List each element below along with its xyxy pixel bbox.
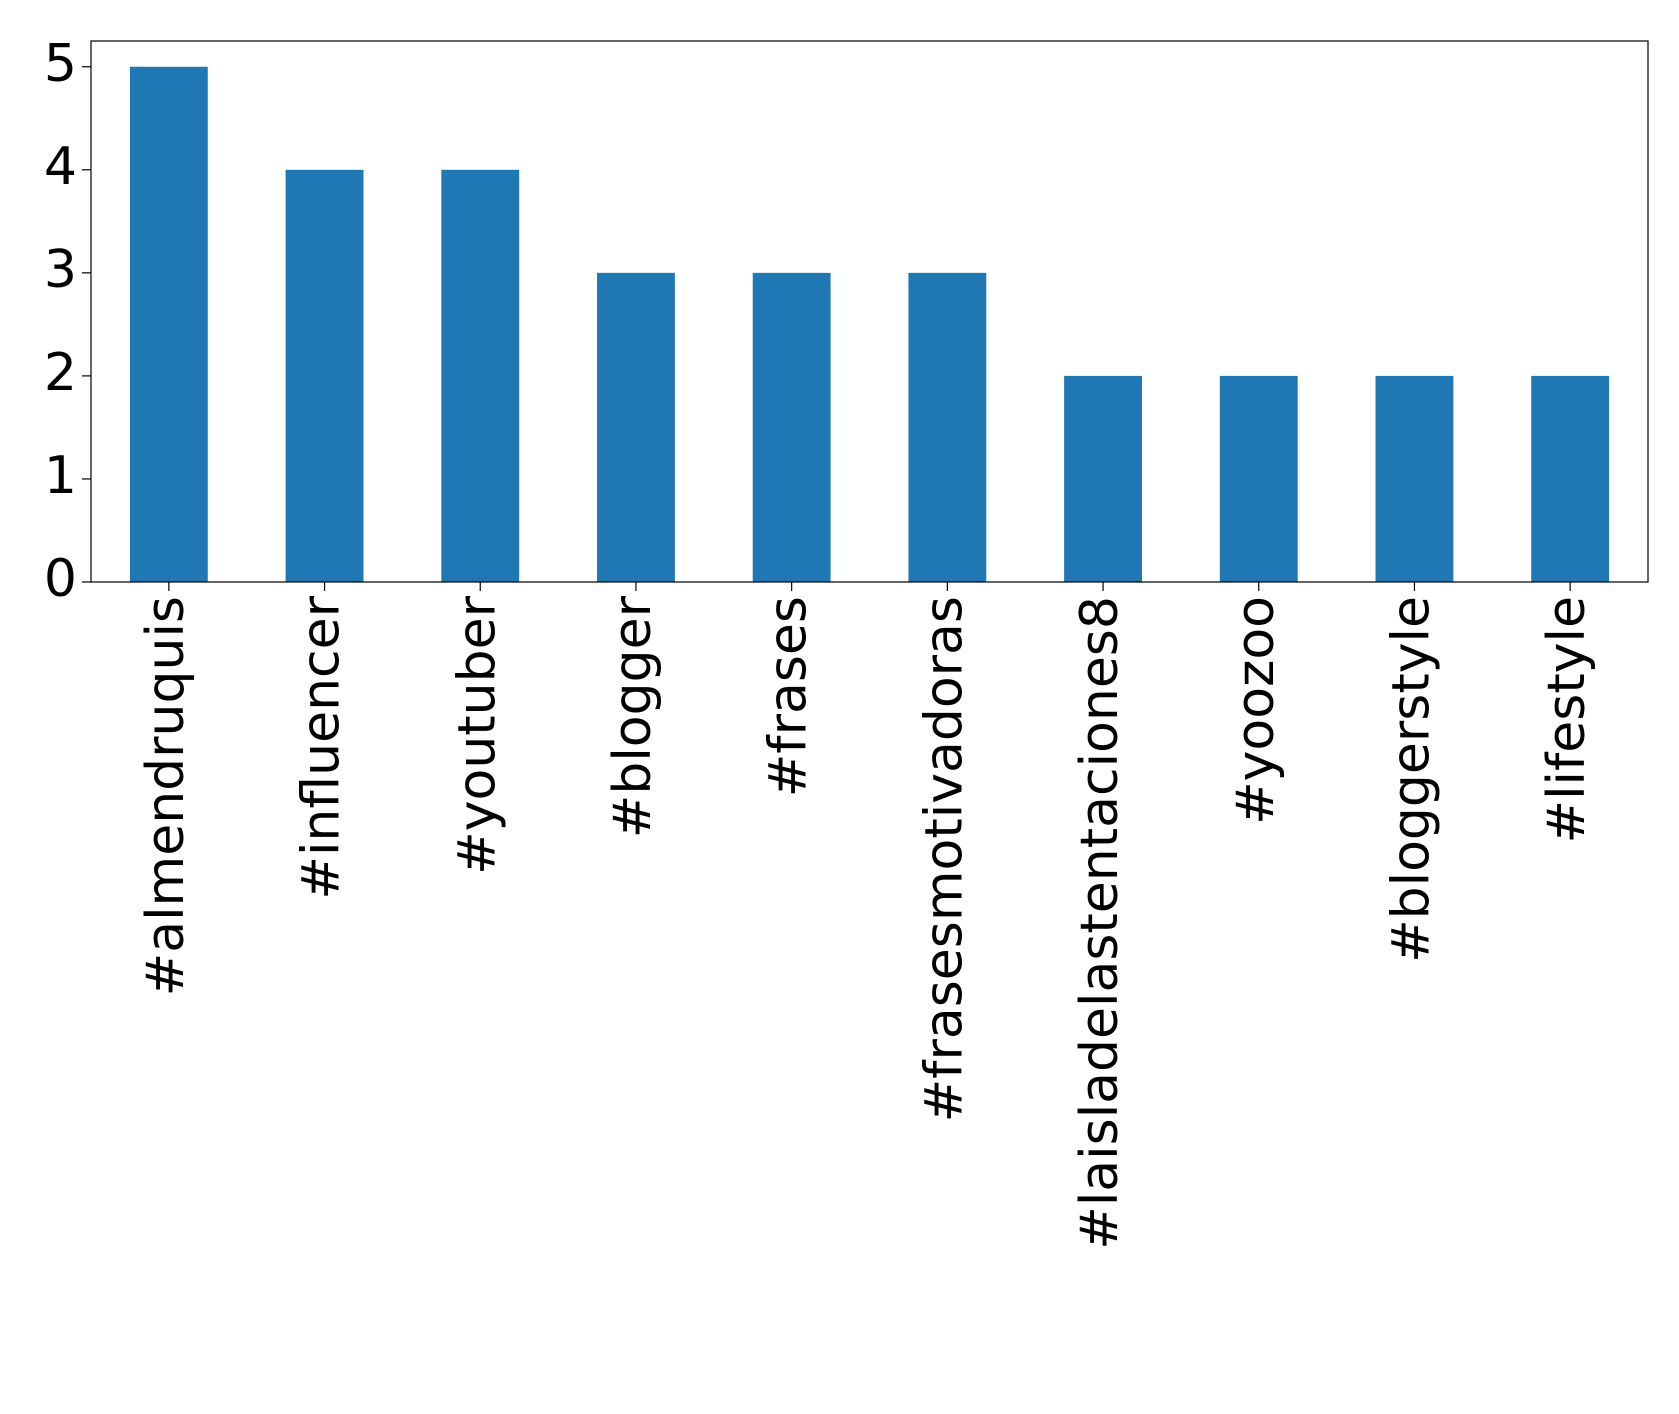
- x-tick-label: #yoozoo: [1226, 596, 1286, 825]
- x-tick-label: #bloggerstyle: [1381, 596, 1441, 963]
- bar: [441, 169, 520, 583]
- y-tick-label: 2: [44, 343, 77, 403]
- x-tick-label: #blogger: [603, 595, 663, 838]
- x-tick-label: #lifestyle: [1537, 596, 1597, 843]
- x-tick-label: #frases: [759, 596, 819, 797]
- bar: [597, 272, 675, 582]
- bar: [1064, 375, 1142, 582]
- bar: [1375, 375, 1454, 582]
- y-tick-label: 3: [44, 240, 77, 300]
- x-tick-label: #laisladelastentaciones8: [1070, 596, 1130, 1250]
- bar: [1219, 375, 1298, 582]
- y-tick-label: 4: [44, 137, 77, 197]
- bar: [908, 272, 987, 582]
- y-tick-label: 1: [44, 446, 77, 506]
- x-tick-label: #youtuber: [447, 595, 507, 874]
- bar: [1531, 375, 1610, 582]
- x-tick-label: #frasesmotivadoras: [914, 596, 974, 1122]
- y-tick-label: 0: [44, 549, 77, 609]
- plot-frame: [90, 40, 1649, 583]
- x-tick-label: #influencer: [292, 595, 352, 899]
- bar: [129, 66, 208, 582]
- x-tick-label: #almendruquis: [136, 596, 196, 996]
- bar: [285, 169, 364, 583]
- bar: [752, 272, 831, 582]
- y-tick-label: 5: [44, 34, 77, 94]
